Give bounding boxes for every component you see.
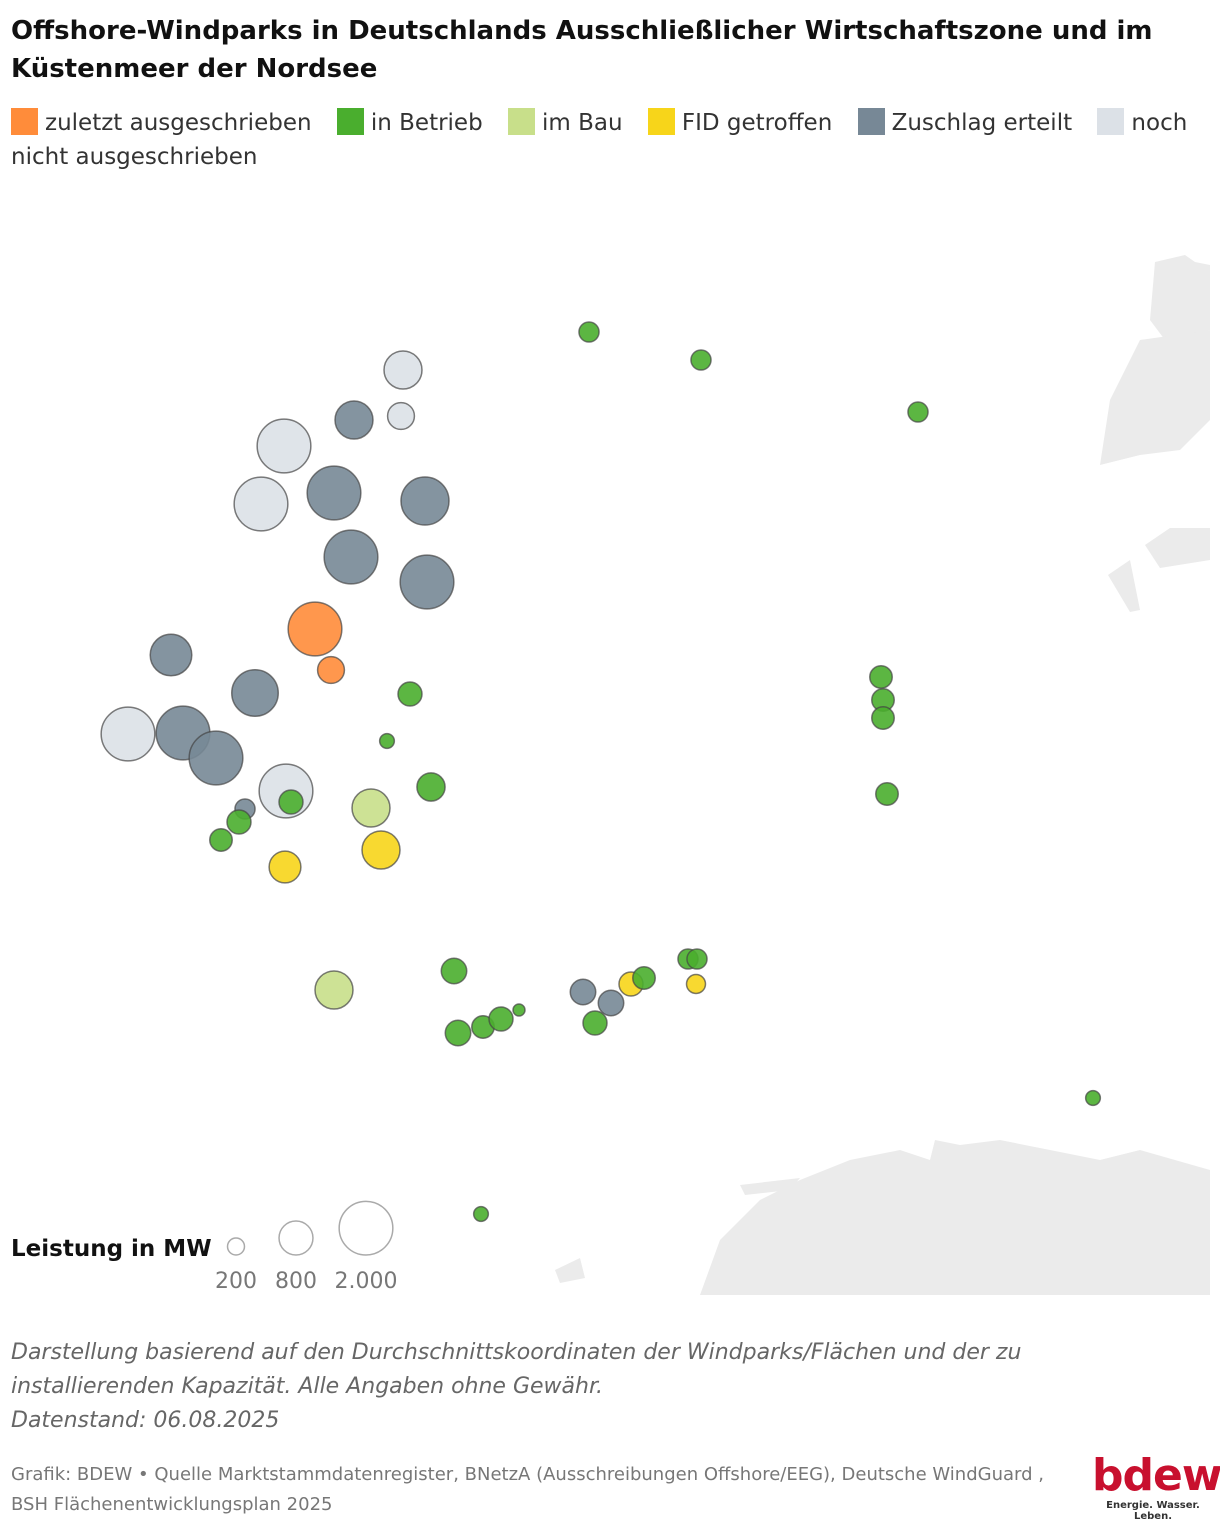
- legend-item: zuletzt ausgeschrieben: [11, 108, 312, 136]
- legend-label: noch nicht ausgeschrieben: [11, 110, 1188, 170]
- size-legend-title: Leistung in MW: [11, 1236, 212, 1262]
- bubble: [314, 970, 354, 1010]
- legend-item: FID getroffen: [647, 108, 833, 136]
- bubble: [351, 788, 391, 828]
- size-legend-circle: [338, 1200, 394, 1256]
- bubble: [100, 706, 156, 762]
- bubble: [685, 973, 707, 995]
- bubble: [440, 957, 468, 985]
- legend-swatch: [336, 108, 364, 135]
- bubble: [597, 989, 625, 1017]
- legend-swatch: [508, 108, 535, 135]
- bubble: [416, 772, 446, 802]
- bubble: [869, 665, 893, 689]
- logo-name: bdew: [1092, 1450, 1220, 1501]
- bubble: [875, 782, 899, 806]
- bubble: [582, 1010, 608, 1036]
- legend: zuletzt ausgeschrieben in Betrieb im Bau…: [11, 106, 1211, 174]
- bubble: [444, 1019, 472, 1047]
- legend-swatch: [647, 108, 675, 135]
- bubble: [871, 706, 895, 730]
- bubble: [907, 401, 929, 423]
- note: Darstellung basierend auf den Durchschni…: [11, 1340, 1022, 1399]
- legend-swatch: [857, 108, 885, 135]
- legend-label: in Betrieb: [370, 110, 483, 136]
- bubble: [287, 601, 343, 657]
- bubble: [383, 350, 423, 390]
- bubble: [378, 732, 396, 750]
- bubble: [323, 529, 379, 585]
- legend-item: im Bau: [508, 108, 623, 136]
- bubble: [231, 669, 279, 717]
- bubble: [386, 401, 416, 431]
- bubble: [488, 1006, 514, 1032]
- legend-item: noch nicht ausgeschrieben: [11, 108, 1188, 170]
- bubble: [361, 830, 401, 870]
- size-legend-circle: [278, 1220, 314, 1256]
- legend-label: FID getroffen: [681, 110, 833, 136]
- bubble: [512, 1003, 526, 1017]
- bubble: [397, 681, 423, 707]
- land: [555, 255, 1210, 1295]
- bubble: [149, 633, 193, 677]
- bubble: [226, 809, 252, 835]
- logo: bdew Energie. Wasser. Leben.: [1092, 1450, 1220, 1523]
- logo-tagline: Energie. Wasser. Leben.: [1106, 1500, 1200, 1522]
- bubble: [686, 948, 708, 970]
- size-legend-circle: [226, 1237, 246, 1256]
- chart-title: Offshore-Windparks in Deutschlands Aussc…: [11, 16, 1153, 84]
- legend-label: im Bau: [542, 110, 623, 136]
- bubble: [188, 730, 244, 786]
- note: Datenstand: 06.08.2025: [11, 1408, 280, 1433]
- legend-label: zuletzt ausgeschrieben: [45, 110, 312, 136]
- bubble: [569, 978, 597, 1006]
- size-legend-label: 200: [215, 1269, 257, 1294]
- legend-item: in Betrieb: [336, 108, 483, 136]
- legend-swatch: [1097, 108, 1125, 135]
- bubble: [1084, 1089, 1102, 1107]
- bubble: [256, 418, 312, 474]
- bubble: [400, 476, 450, 526]
- size-legend-label: 800: [275, 1269, 317, 1294]
- bubble: [578, 321, 600, 343]
- bubble: [278, 789, 304, 815]
- bubble: [399, 554, 455, 610]
- bubble: [472, 1205, 490, 1223]
- bubble: [268, 850, 302, 884]
- bubble: [690, 349, 712, 371]
- size-legend-label: 2.000: [335, 1269, 398, 1294]
- source: Grafik: BDEW • Quelle Marktstammdatenreg…: [11, 1464, 1044, 1515]
- legend-swatch: [11, 108, 38, 135]
- bubble: [316, 655, 346, 685]
- bubble: [209, 828, 233, 852]
- bubble: [306, 465, 362, 521]
- bubble: [632, 966, 656, 990]
- notes: Darstellung basierend auf den Durchschni…: [11, 1336, 1181, 1438]
- legend-label: Zuschlag erteilt: [891, 110, 1073, 136]
- legend-item: Zuschlag erteilt: [857, 108, 1073, 136]
- bubble: [233, 476, 289, 532]
- bubble: [334, 400, 374, 440]
